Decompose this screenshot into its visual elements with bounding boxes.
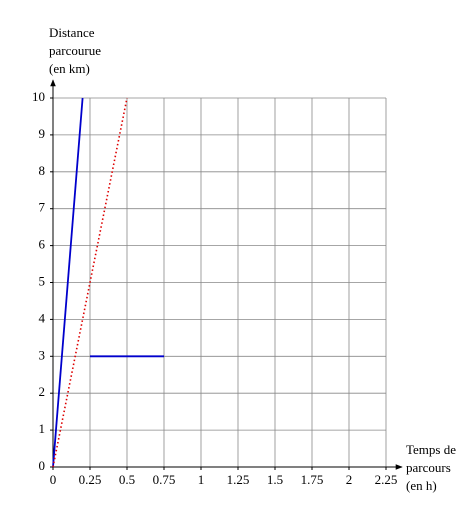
y-tick-label: 8 (39, 163, 46, 178)
x-tick-label: 2 (346, 472, 353, 487)
x-tick-label: 0.75 (153, 472, 176, 487)
y-tick-label: 0 (39, 458, 46, 473)
data-line (52, 97, 84, 468)
y-tick-label: 3 (39, 347, 46, 362)
y-tick-label: 2 (39, 384, 46, 399)
x-tick-label: 1.5 (267, 472, 283, 487)
x-tick-label: 1.75 (301, 472, 324, 487)
data-line (52, 97, 128, 468)
x-tick-label: 0.5 (119, 472, 135, 487)
x-tick-label: 0 (50, 472, 57, 487)
y-tick-label: 10 (32, 89, 45, 104)
x-tick-label: 2.25 (375, 472, 398, 487)
y-tick-label: 9 (39, 126, 46, 141)
y-tick-label: 4 (39, 310, 46, 325)
x-axis-label: Temps de (406, 442, 456, 457)
x-axis-label: parcours (406, 460, 451, 475)
y-tick-label: 5 (39, 273, 46, 288)
y-tick-label: 1 (39, 421, 46, 436)
x-tick-label: 1.25 (227, 472, 250, 487)
y-tick-label: 6 (39, 237, 46, 252)
x-tick-label: 1 (198, 472, 205, 487)
y-tick-label: 7 (39, 200, 46, 215)
grid (52, 97, 387, 468)
x-axis-label: (en h) (406, 478, 437, 493)
y-axis-label: (en km) (49, 61, 90, 76)
y-axis-label: Distance (49, 25, 95, 40)
y-axis-label: parcourue (49, 43, 101, 58)
x-tick-label: 0.25 (79, 472, 102, 487)
